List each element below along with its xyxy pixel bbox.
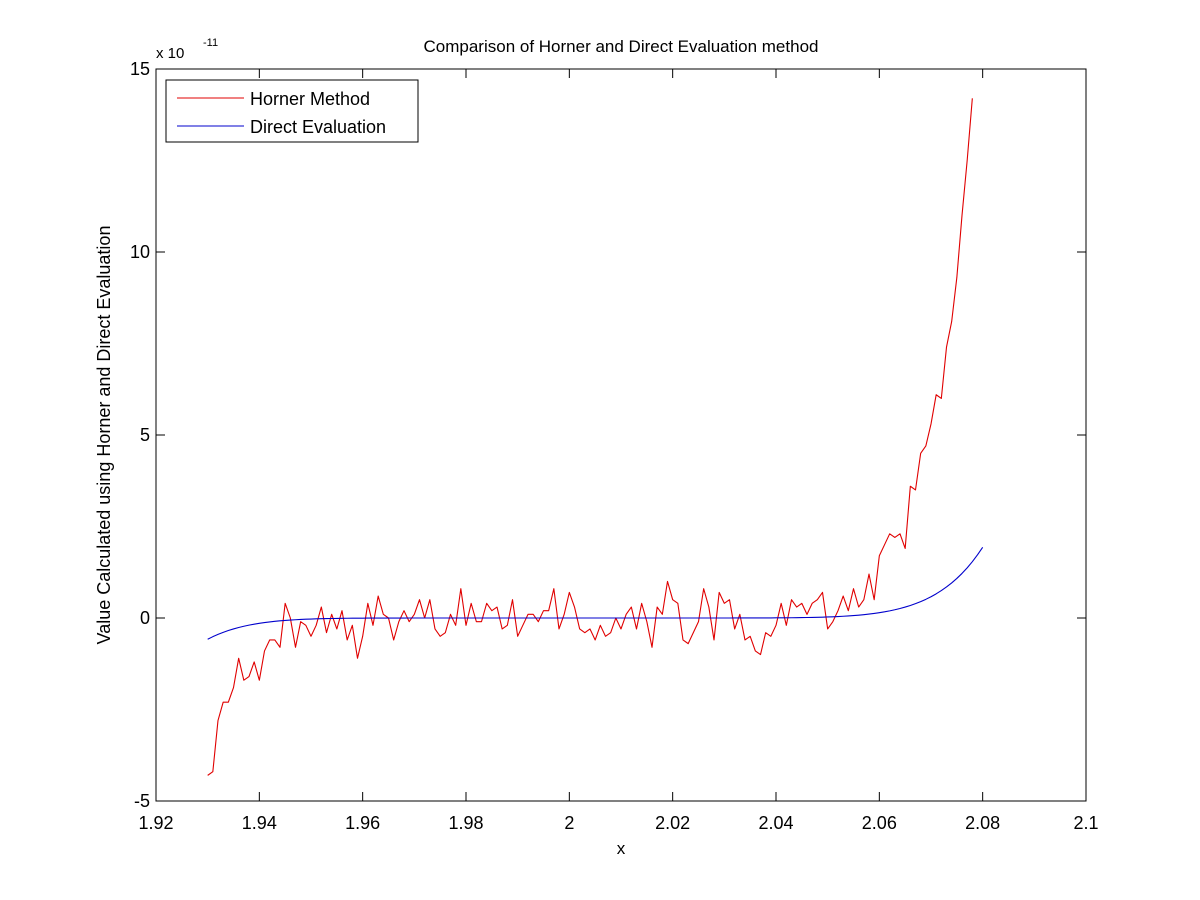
chart-title: Comparison of Horner and Direct Evaluati…: [424, 37, 819, 56]
y-multiplier-base: x 10: [156, 45, 184, 62]
y-tick-label: -5: [134, 791, 150, 811]
legend-box: [165, 79, 419, 143]
x-tick-label: 1.98: [448, 813, 483, 833]
series-layer: [207, 98, 984, 776]
x-tick-label: 2.04: [758, 813, 793, 833]
y-tick-label: 5: [140, 425, 150, 445]
x-tick-label: 1.94: [242, 813, 277, 833]
legend: Horner Method Direct Evaluation: [165, 79, 419, 143]
x-axis: 1.92 1.94 1.96 1.98 2 2.02 2.04 2.06 2.08 2.1: [138, 69, 1099, 833]
x-tick-label: 2: [564, 813, 574, 833]
plot-area: [156, 69, 1086, 801]
series-line-horner: [207, 98, 973, 776]
legend-label-horner: Horner Method: [250, 89, 370, 109]
legend-label-direct: Direct Evaluation: [250, 117, 386, 137]
series-line-direct: [207, 546, 984, 640]
x-tick-label: 2.02: [655, 813, 690, 833]
plot-frame: [155, 68, 1087, 802]
y-multiplier-exponent: -11: [203, 37, 218, 49]
x-tick-label: 1.96: [345, 813, 380, 833]
x-tick-label: 2.06: [862, 813, 897, 833]
x-tick-label: 2.1: [1073, 813, 1098, 833]
y-axis-label: Value Calculated using Horner and Direct…: [94, 226, 114, 645]
x-tick-label: 2.08: [965, 813, 1000, 833]
y-tick-label: 15: [130, 59, 150, 79]
x-axis-label: x: [617, 839, 626, 858]
y-tick-label: 10: [130, 242, 150, 262]
y-tick-label: 0: [140, 608, 150, 628]
x-tick-label: 1.92: [138, 813, 173, 833]
